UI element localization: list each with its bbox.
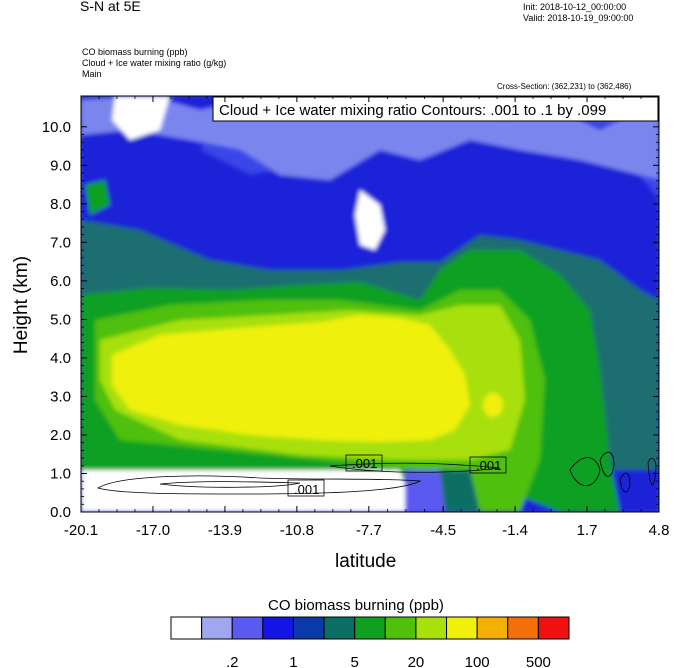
contour-label-box-3 bbox=[287, 479, 325, 497]
cross-section-label: Cross-Section: (362,231) to (362,486) bbox=[497, 82, 632, 91]
colorbar-tick-label: .2 bbox=[226, 654, 239, 668]
colorbar-swatch bbox=[476, 616, 509, 640]
co-fill-yellow bbox=[112, 315, 470, 442]
field-co-biomass: CO biomass burning (ppb) bbox=[82, 47, 188, 57]
init-time: Init: 2018-10-12_00:00:00 bbox=[523, 2, 627, 12]
colorbar-tick-label: 500 bbox=[526, 654, 551, 668]
y-tick-label: 1.0 bbox=[50, 465, 71, 482]
colorbar-swatch bbox=[446, 616, 478, 640]
colorbar-swatch bbox=[507, 616, 539, 640]
co-fill-white-pocket-2 bbox=[355, 190, 385, 250]
cloud-contour-5 bbox=[599, 451, 615, 477]
cloud-contour-6 bbox=[647, 457, 657, 486]
y-tick-label: 5.0 bbox=[50, 311, 71, 328]
y-tick-label: 0.0 bbox=[50, 504, 71, 521]
contour-info-box: Cloud + Ice water mixing ratio Contours:… bbox=[212, 96, 659, 122]
x-tick-label: 1.7 bbox=[577, 522, 598, 539]
colorbar-tick-label: 20 bbox=[408, 654, 425, 668]
x-tick-label: 4.8 bbox=[649, 522, 670, 539]
colorbar-title: CO biomass burning (ppb) bbox=[268, 597, 444, 614]
x-tick-label: -17.0 bbox=[136, 522, 170, 539]
x-axis-label: latitude bbox=[335, 551, 397, 572]
contour-label-1: .001 bbox=[352, 456, 377, 471]
colorbar-swatch bbox=[231, 616, 264, 640]
y-tick-label: 2.0 bbox=[50, 427, 71, 444]
colorbar-tick-label: 100 bbox=[465, 654, 490, 668]
contour-label-2: .001 bbox=[476, 458, 501, 473]
colorbar-tick-label: 5 bbox=[351, 654, 359, 668]
field-domain: Main bbox=[82, 69, 102, 79]
colorbar-swatch bbox=[292, 616, 325, 640]
colorbar-swatch bbox=[415, 616, 448, 640]
co-fill-green-left bbox=[85, 180, 110, 215]
y-axis: 0.0 1.0 2.0 3.0 4.0 5.0 6.0 7.0 8.0 9.0 10.0 bbox=[42, 119, 659, 521]
x-tick-label: -20.1 bbox=[64, 522, 98, 539]
contour-info-text: Cloud + Ice water mixing ratio Contours:… bbox=[219, 102, 606, 119]
co-fill-white-pocket-1 bbox=[112, 96, 170, 140]
cloud-ice-contours bbox=[96, 451, 657, 495]
colorbar: .2 1 5 20 100 500 bbox=[170, 616, 570, 668]
init-valid-times: Init: 2018-10-12_00:00:00 Valid: 2018-10… bbox=[523, 2, 633, 24]
y-axis-label: Height (km) bbox=[11, 255, 32, 355]
x-tick-label: -10.8 bbox=[280, 522, 314, 539]
y-tick-label: 8.0 bbox=[50, 196, 71, 213]
x-tick-label: -7.7 bbox=[356, 522, 382, 539]
contour-labels: .001 .001 .001 bbox=[287, 454, 507, 497]
co-fill-lowlevel-teal bbox=[440, 470, 480, 512]
y-tick-label: 4.0 bbox=[50, 350, 71, 367]
y-tick-label: 10.0 bbox=[42, 119, 71, 136]
y-tick-label: 9.0 bbox=[50, 157, 71, 174]
co-fill-lowlevel-blue bbox=[405, 470, 445, 512]
colorbar-tick-label: 1 bbox=[289, 654, 297, 668]
colorbar-swatch bbox=[384, 616, 417, 640]
field-descriptions: CO biomass burning (ppb) Cloud + Ice wat… bbox=[82, 47, 226, 80]
colorbar-swatch bbox=[354, 616, 386, 640]
colorbar-swatch bbox=[170, 616, 203, 640]
contour-label-3: .001 bbox=[294, 482, 319, 497]
field-cloud-ice: Cloud + Ice water mixing ratio (g/kg) bbox=[82, 58, 227, 68]
x-tick-label: -1.4 bbox=[502, 522, 528, 539]
colorbar-swatch bbox=[537, 616, 570, 640]
x-axis: -20.1 -17.0 -13.9 -10.8 -7.7 -4.5 -1.4 1.7 4.8 bbox=[64, 96, 670, 539]
colorbar-swatch bbox=[262, 616, 294, 640]
cloud-contour-1 bbox=[96, 475, 422, 495]
cloud-contour-7 bbox=[619, 472, 631, 493]
colorbar-swatch bbox=[323, 616, 356, 640]
x-tick-label: -4.5 bbox=[430, 522, 456, 539]
y-tick-label: 7.0 bbox=[50, 234, 71, 251]
cloud-contour-4 bbox=[569, 457, 601, 487]
co-field bbox=[81, 96, 659, 512]
valid-time: Valid: 2018-10-19_09:00:00 bbox=[523, 13, 634, 23]
co-fill-lowlevel-white bbox=[81, 470, 410, 512]
contour-label-box-2 bbox=[469, 456, 507, 474]
plot-main-title: S-N at 5E bbox=[80, 0, 141, 14]
y-tick-label: 3.0 bbox=[50, 388, 71, 405]
y-tick-label: 6.0 bbox=[50, 273, 71, 290]
contour-info-frame bbox=[212, 96, 659, 122]
co-yellow-patch bbox=[483, 393, 503, 417]
x-tick-label: -13.9 bbox=[208, 522, 242, 539]
contour-label-box-1 bbox=[345, 454, 383, 472]
colorbar-swatch bbox=[201, 616, 233, 640]
cloud-contour-2 bbox=[159, 481, 301, 488]
